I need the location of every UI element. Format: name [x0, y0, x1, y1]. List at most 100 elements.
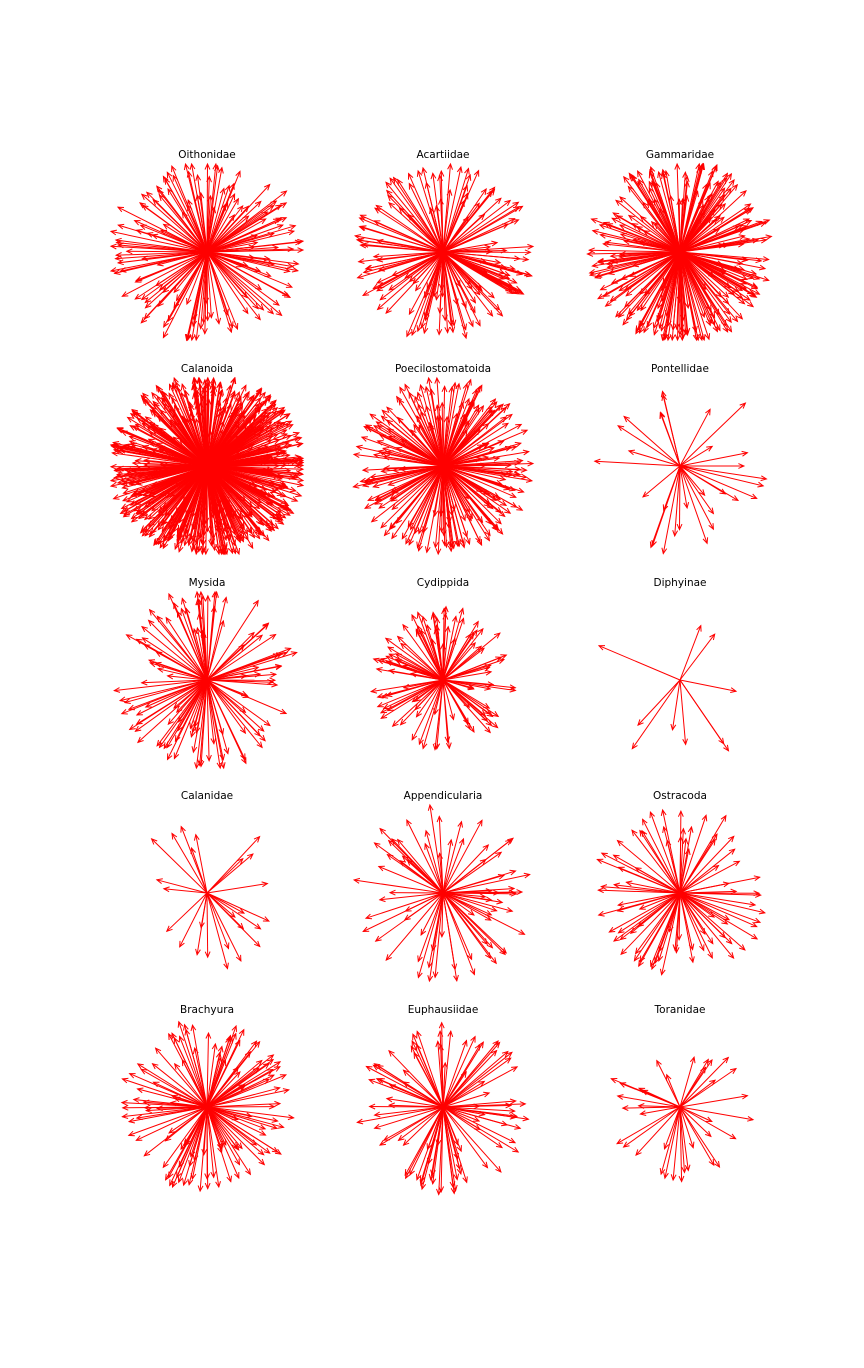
arrow-shaft [442, 460, 523, 467]
arrow-shaft [442, 246, 534, 253]
arrow-shaft [442, 1106, 503, 1148]
arrow-shaft [442, 465, 506, 481]
arrow-head [451, 615, 458, 623]
arrow-field [586, 162, 773, 342]
arrow-head [432, 509, 439, 518]
arrow-shaft [442, 251, 501, 264]
arrow-head [128, 1073, 136, 1079]
arrow-head [227, 326, 233, 334]
arrow-head [637, 1103, 645, 1109]
arrow-shaft [679, 1106, 694, 1148]
arrow-head [439, 290, 446, 298]
arrow-shaft [206, 251, 299, 265]
arrow-head [229, 193, 236, 201]
arrow-shaft [136, 1106, 208, 1141]
arrow-head [447, 162, 453, 170]
arrow-head [254, 313, 261, 321]
arrow-shaft [364, 465, 444, 509]
arrow-head [129, 412, 137, 420]
arrow-head [144, 1107, 152, 1114]
arrow-shaft [408, 392, 444, 467]
arrow-shaft [206, 432, 300, 467]
arrow-head [192, 1046, 199, 1055]
arrow-head [113, 687, 121, 693]
arrow-shaft [206, 251, 293, 268]
arrow-shaft [406, 819, 444, 894]
arrow-shaft [189, 1106, 208, 1167]
arrow-head [235, 533, 241, 542]
arrow-shaft [442, 383, 460, 467]
arrow-head [353, 234, 362, 240]
arrow-head [169, 420, 176, 428]
arrow-shaft [442, 403, 504, 467]
arrow-shaft [383, 456, 444, 467]
arrow-shaft [412, 1034, 444, 1108]
arrow-head [297, 238, 305, 245]
arrow-shaft [441, 892, 444, 937]
arrow-head [226, 524, 232, 532]
arrow-shaft [678, 199, 681, 253]
arrow-shaft [206, 251, 238, 330]
arrow-head [674, 334, 681, 342]
arrow-shaft [379, 892, 444, 901]
arrow-head [485, 517, 492, 525]
arrow-shaft [140, 465, 208, 534]
arrow-head [741, 1093, 749, 1100]
arrow-shaft [679, 179, 735, 253]
arrow-head [139, 202, 147, 209]
arrow-shaft [639, 892, 681, 962]
arrow-shaft [206, 465, 275, 485]
arrow-head [250, 234, 258, 240]
arrow-head [240, 753, 246, 761]
arrow-shaft [442, 251, 467, 330]
arrow-head [593, 458, 601, 465]
arrow-head [135, 710, 143, 716]
arrow-head [733, 265, 741, 272]
arrow-shaft [679, 892, 728, 925]
arrow-shaft [386, 1098, 444, 1108]
arrow-shaft [679, 251, 758, 290]
arrow-shaft [679, 465, 739, 501]
arrow-shaft [678, 251, 681, 303]
arrow-shaft [442, 189, 495, 253]
arrow-shaft [374, 1106, 444, 1116]
arrow-head [616, 1094, 624, 1100]
arrow-head [136, 736, 144, 744]
arrow-head [707, 507, 715, 515]
arrow-shaft [623, 416, 681, 467]
arrow-head [619, 196, 626, 203]
arrow-head [380, 713, 388, 719]
arrow-head [421, 615, 428, 623]
arrow-shaft [206, 391, 236, 467]
arrow-head [618, 224, 626, 230]
arrow-head [684, 302, 691, 310]
arrow-shaft [679, 184, 738, 253]
arrow-head [501, 1050, 509, 1058]
arrow-shaft [405, 465, 444, 544]
arrow-head [231, 1024, 237, 1032]
arrow-head [416, 391, 423, 399]
arrow-head [297, 476, 305, 483]
arrow-head [374, 935, 382, 942]
arrow-head [238, 410, 245, 418]
panel-toranidae: Toranidae [610, 1004, 755, 1183]
arrow-shaft [206, 412, 271, 467]
panel-title: Calanoida [181, 363, 233, 375]
arrow-shaft [206, 217, 282, 253]
arrow-head [432, 971, 439, 979]
arrow-head [462, 1176, 468, 1184]
arrow-head [722, 172, 729, 180]
arrow-head [196, 376, 203, 384]
arrow-head [144, 529, 152, 537]
arrow-head [406, 819, 412, 827]
arrow-shaft [442, 1106, 480, 1122]
arrow-shaft [440, 1106, 444, 1192]
arrow-head [458, 607, 465, 615]
arrow-shaft [402, 624, 444, 681]
arrow-head [385, 954, 392, 962]
arrow-head [357, 238, 365, 244]
arrow-head [205, 1031, 212, 1039]
arrow-head [412, 277, 419, 285]
arrow-shaft [635, 1106, 681, 1156]
arrow-head [411, 328, 417, 337]
